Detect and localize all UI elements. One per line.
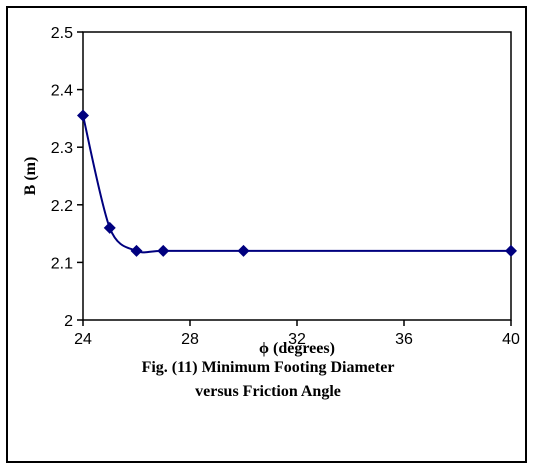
series-markers xyxy=(77,109,517,257)
figure-frame xyxy=(6,6,527,463)
data-point-marker xyxy=(130,244,143,257)
figure-caption-line-2: versus Friction Angle xyxy=(195,383,341,400)
x-tick-label: 28 xyxy=(181,331,199,348)
y-tick-label: 2.4 xyxy=(51,83,73,100)
y-tick-label: 2.3 xyxy=(51,140,73,157)
y-axis-title: B (m) xyxy=(22,157,39,196)
x-axis-ticks: 24 28 32 36 40 xyxy=(74,320,520,348)
x-tick-label: 24 xyxy=(74,331,92,348)
data-point-marker xyxy=(103,221,116,234)
x-tick-label: 32 xyxy=(288,331,306,348)
x-tick-label: 40 xyxy=(502,331,520,348)
y-tick-label: 2.5 xyxy=(51,25,73,42)
data-point-marker xyxy=(77,109,89,122)
y-tick-label: 2.1 xyxy=(51,255,73,272)
data-point-marker xyxy=(505,244,517,257)
data-point-marker xyxy=(157,244,170,257)
series-line xyxy=(82,115,511,254)
y-tick-label: 2 xyxy=(64,313,73,330)
data-point-marker xyxy=(237,244,250,257)
x-axis-title: ϕ (degrees) xyxy=(259,340,335,357)
x-tick-label: 36 xyxy=(395,331,413,348)
y-axis-ticks: 2 2.1 2.2 2.3 2.4 2.5 xyxy=(51,25,83,330)
plot-area xyxy=(82,31,512,321)
y-tick-label: 2.2 xyxy=(51,198,73,215)
figure-caption-line-1: Fig. (11) Minimum Footing Diameter xyxy=(141,359,395,376)
